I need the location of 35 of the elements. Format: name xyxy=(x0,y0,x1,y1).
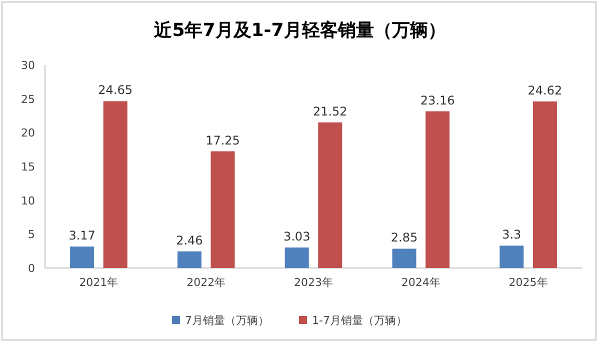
bar xyxy=(426,111,450,268)
data-label: 2.85 xyxy=(390,230,418,245)
data-label: 2.46 xyxy=(176,233,203,248)
data-label: 17.25 xyxy=(206,133,240,148)
x-tick-label: 2022年 xyxy=(186,276,226,289)
bar xyxy=(177,251,202,268)
x-tick-label: 2023年 xyxy=(294,276,333,289)
bar xyxy=(392,248,416,268)
y-tick-label: 0 xyxy=(28,262,35,275)
x-tick-label: 2021年 xyxy=(79,276,118,289)
x-tick-label: 2024年 xyxy=(401,276,440,289)
data-label: 24.65 xyxy=(98,83,133,98)
y-tick-label: 20 xyxy=(21,126,35,140)
y-tick-label: 5 xyxy=(28,228,35,242)
bar xyxy=(103,101,128,268)
y-tick-label: 10 xyxy=(21,194,35,208)
data-label: 3.3 xyxy=(502,228,522,242)
data-label: 24.62 xyxy=(528,83,562,98)
bar xyxy=(532,101,557,268)
bar xyxy=(318,122,342,268)
data-label: 3.17 xyxy=(68,228,96,243)
y-tick-label: 25 xyxy=(21,92,35,106)
data-label: 23.16 xyxy=(420,93,455,108)
legend-label: 1-7月销量（万辆） xyxy=(312,314,407,327)
y-tick-label: 30 xyxy=(21,59,35,72)
data-label: 21.52 xyxy=(312,104,348,118)
bar xyxy=(500,246,524,268)
data-label: 3.03 xyxy=(283,229,310,244)
bar xyxy=(210,151,235,268)
bar xyxy=(284,247,309,268)
x-tick-label: 2025年 xyxy=(508,276,548,289)
bar xyxy=(70,246,94,268)
y-tick-label: 15 xyxy=(21,160,35,174)
legend-label: 7月销量（万辆） xyxy=(185,314,269,327)
chart-title: 近5年7月及1-7月轻客销量（万辆） xyxy=(153,20,446,41)
